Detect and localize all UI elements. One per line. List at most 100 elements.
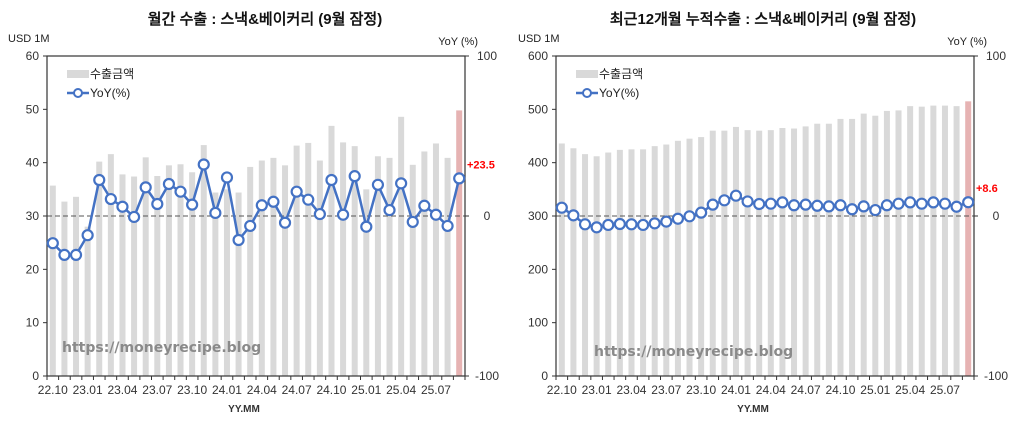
bar xyxy=(154,176,161,376)
bar xyxy=(593,156,600,376)
yoy-marker xyxy=(741,195,754,208)
yoy-marker xyxy=(186,198,199,211)
bar xyxy=(663,144,670,376)
latest-yoy-label: +8.6 xyxy=(976,183,998,195)
yoy-marker xyxy=(453,172,466,185)
bar xyxy=(953,106,960,376)
yoy-marker xyxy=(718,194,731,207)
yoy-marker xyxy=(892,197,905,210)
y-tick-label: 100 xyxy=(528,316,548,330)
y-tick-label: 10 xyxy=(26,316,40,330)
yoy-marker xyxy=(116,200,129,213)
y-tick-label: 60 xyxy=(26,49,40,63)
yoy-marker xyxy=(395,177,408,190)
legend-bar-swatch xyxy=(67,70,89,78)
bar xyxy=(374,156,381,376)
x-tick-label: 23.04 xyxy=(107,383,137,397)
yoy-marker xyxy=(174,185,187,198)
yoy-marker xyxy=(441,219,454,233)
watermark: https://moneyrecipe.blog xyxy=(62,340,261,356)
x-tick-label: 23.07 xyxy=(651,383,681,397)
bar xyxy=(247,166,254,376)
bar xyxy=(270,157,277,376)
yoy-marker xyxy=(683,210,696,223)
bar xyxy=(872,115,879,376)
bar xyxy=(570,148,577,376)
bar xyxy=(709,130,716,376)
yoy-marker xyxy=(938,197,952,210)
x-tick-label: 25.07 xyxy=(421,383,451,397)
bar xyxy=(721,130,728,376)
bar xyxy=(674,140,681,376)
y-axis-label: USD 1M xyxy=(8,33,50,45)
yoy-marker xyxy=(590,221,603,234)
yoy-marker xyxy=(360,220,373,233)
bar xyxy=(640,149,647,376)
yoy-marker xyxy=(429,208,443,221)
y2-tick-label: 100 xyxy=(477,49,497,63)
bar xyxy=(258,160,265,376)
y2-tick-label: -100 xyxy=(984,369,1008,383)
bar xyxy=(767,130,774,376)
bar xyxy=(605,152,612,376)
yoy-marker xyxy=(406,215,419,229)
x-tick-label: 24.07 xyxy=(282,383,312,397)
bar xyxy=(432,143,439,376)
bar xyxy=(582,154,589,376)
chart-title: 최근12개월 누적수출 : 스낵&베이커리 (9월 잠정) xyxy=(610,10,916,28)
chart-title: 월간 수출 : 스낵&베이커리 (9월 잠정) xyxy=(148,10,382,28)
yoy-marker xyxy=(555,201,568,214)
bar xyxy=(212,192,219,376)
bar xyxy=(918,106,925,377)
legend-marker-icon xyxy=(582,88,592,98)
yoy-marker xyxy=(636,218,650,232)
yoy-marker xyxy=(671,212,685,225)
y-tick-label: 0 xyxy=(32,369,39,383)
bar xyxy=(686,138,693,376)
bar xyxy=(107,154,114,376)
yoy-marker xyxy=(787,199,801,212)
bar xyxy=(779,128,786,376)
bar xyxy=(883,110,890,376)
y-tick-label: 50 xyxy=(26,102,40,116)
latest-yoy-label: +23.5 xyxy=(467,159,495,171)
legend-line-label: YoY(%) xyxy=(90,86,130,100)
yoy-marker xyxy=(255,199,268,212)
watermark: https://moneyrecipe.blog xyxy=(594,344,793,360)
yoy-marker xyxy=(418,199,431,212)
x-tick-label: 24.10 xyxy=(825,383,855,397)
bar xyxy=(814,123,821,376)
yoy-marker xyxy=(613,217,626,231)
x-tick-label: 23.01 xyxy=(582,383,612,397)
x-tick-label: 25.01 xyxy=(351,383,381,397)
x-tick-label: 23.07 xyxy=(142,383,172,397)
legend-bar-swatch xyxy=(576,70,598,78)
bar xyxy=(119,174,126,376)
bar xyxy=(860,113,867,376)
yoy-marker xyxy=(383,203,396,217)
y-tick-label: 200 xyxy=(528,262,548,276)
yoy-marker xyxy=(811,199,824,212)
bar xyxy=(282,165,289,376)
bar xyxy=(131,176,138,376)
x-tick-label: 24.10 xyxy=(316,383,346,397)
yoy-marker xyxy=(302,193,315,206)
x-tick-label: 23.10 xyxy=(686,383,716,397)
bar xyxy=(409,164,416,376)
yoy-marker xyxy=(267,195,280,208)
y-tick-label: 300 xyxy=(528,209,548,223)
bar xyxy=(456,110,463,377)
bar xyxy=(651,146,658,376)
yoy-marker xyxy=(325,173,338,187)
y2-axis-label: YoY (%) xyxy=(947,36,987,48)
yoy-marker xyxy=(197,158,210,171)
bar xyxy=(305,142,312,376)
bar xyxy=(142,157,149,376)
yoy-marker xyxy=(753,197,766,211)
bar xyxy=(849,118,856,376)
yoy-marker xyxy=(336,208,350,221)
yoy-marker xyxy=(578,218,592,231)
bar xyxy=(616,149,623,376)
bar xyxy=(340,142,347,376)
yoy-marker xyxy=(869,203,882,217)
